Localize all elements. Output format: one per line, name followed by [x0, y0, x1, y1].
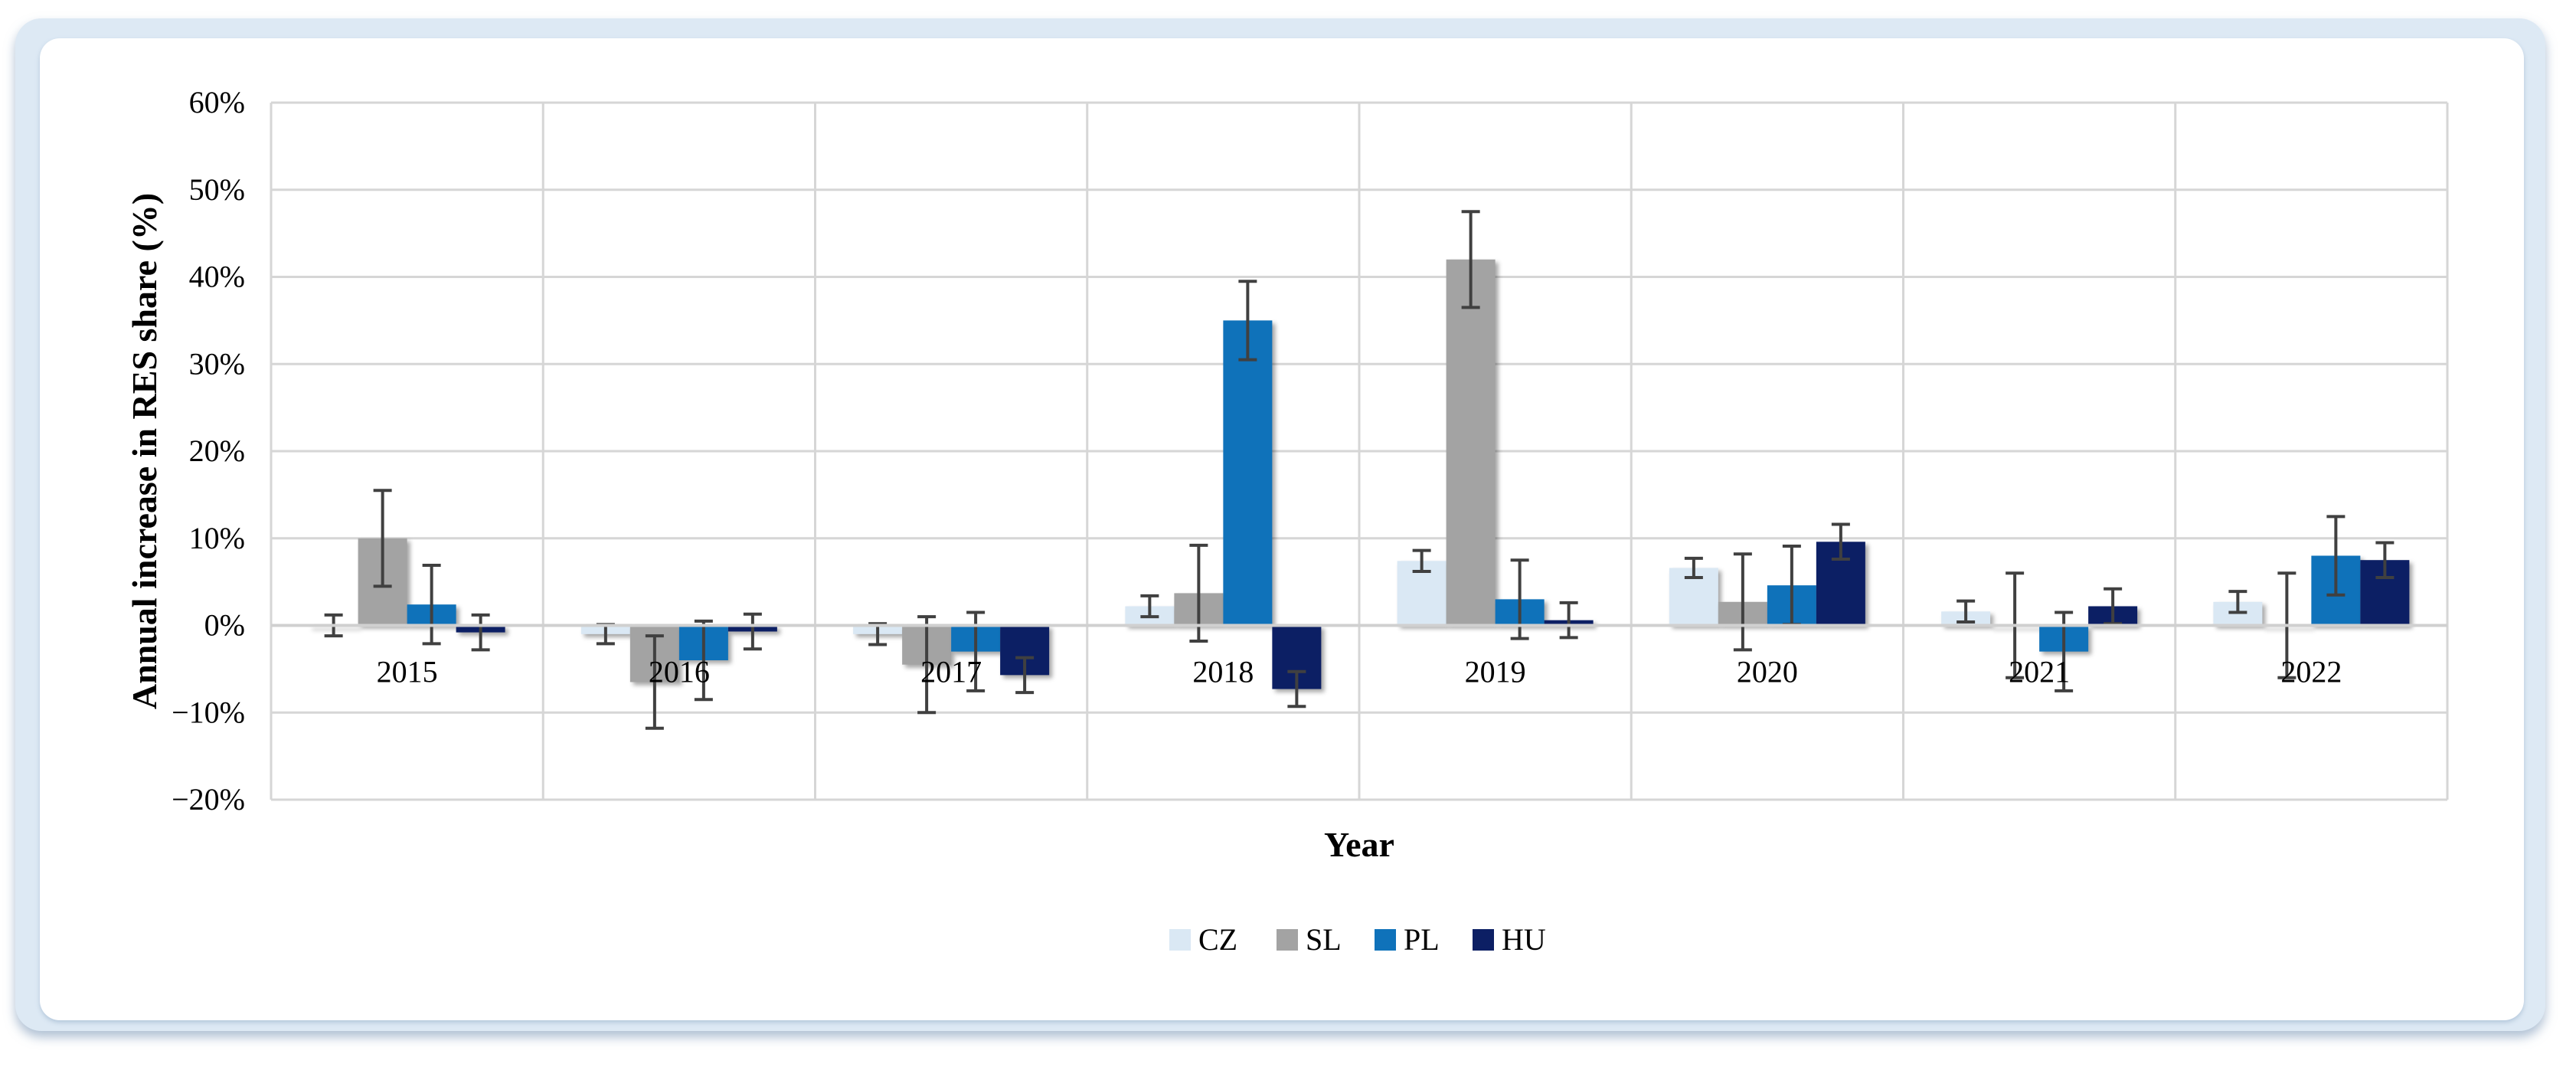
bar-sl-2019 [1446, 259, 1496, 626]
legend-label-sl: SL [1306, 922, 1342, 957]
legend: CZ SL PL HU [1169, 922, 1546, 957]
grid-lines [270, 101, 2449, 801]
legend-label-hu: HU [1502, 922, 1546, 957]
legend-swatch-cz [1169, 929, 1191, 951]
bar-chart: 60%50%40%30%20%10%0%−10%−20% 2015 2016 201… [125, 85, 2449, 957]
y-tick-label: 30% [189, 346, 245, 381]
x-tick-label-2021: 2021 [2009, 655, 2070, 689]
y-tick-label: 40% [189, 260, 245, 294]
x-tick-label-2015: 2015 [377, 655, 438, 689]
legend-swatch-hu [1473, 929, 1494, 951]
y-tick-label: −10% [172, 695, 245, 729]
legend-label-pl: PL [1404, 922, 1440, 957]
y-tick-label: 50% [189, 172, 245, 207]
x-tick-label-2020: 2020 [1737, 655, 1798, 689]
y-tick-label: 60% [189, 85, 245, 119]
x-tick-label-2022: 2022 [2280, 655, 2342, 689]
bars-group [309, 259, 2410, 689]
y-tick-label: −20% [172, 782, 245, 817]
legend-label-cz: CZ [1198, 922, 1237, 957]
x-tick-label-2018: 2018 [1192, 655, 1254, 689]
legend-swatch-pl [1375, 929, 1396, 951]
x-axis-title: Year [1324, 825, 1394, 864]
y-tick-label: 20% [189, 434, 245, 468]
legend-swatch-sl [1277, 929, 1298, 951]
y-axis-ticks: 60% 50% 40% 30% 20% 10% 0% −10% −20% [172, 85, 245, 817]
x-tick-label-2016: 2016 [649, 655, 710, 689]
x-tick-label-2017: 2017 [920, 655, 982, 689]
y-tick-label: 0% [204, 608, 245, 643]
y-tick-label: 10% [189, 521, 245, 555]
y-axis-title: Annual increase in RES share (%) [125, 193, 164, 709]
chart-card: 60% 50% 40% 30% 20% 10% 0% −10% −20% 2015 2016 201… [40, 38, 2524, 1020]
x-axis-ticks: 2015 2016 2017 2018 2019 2020 2021 2022 [377, 655, 2342, 689]
x-tick-label-2019: 2019 [1465, 655, 1526, 689]
bar-pl-2018 [1223, 320, 1273, 626]
